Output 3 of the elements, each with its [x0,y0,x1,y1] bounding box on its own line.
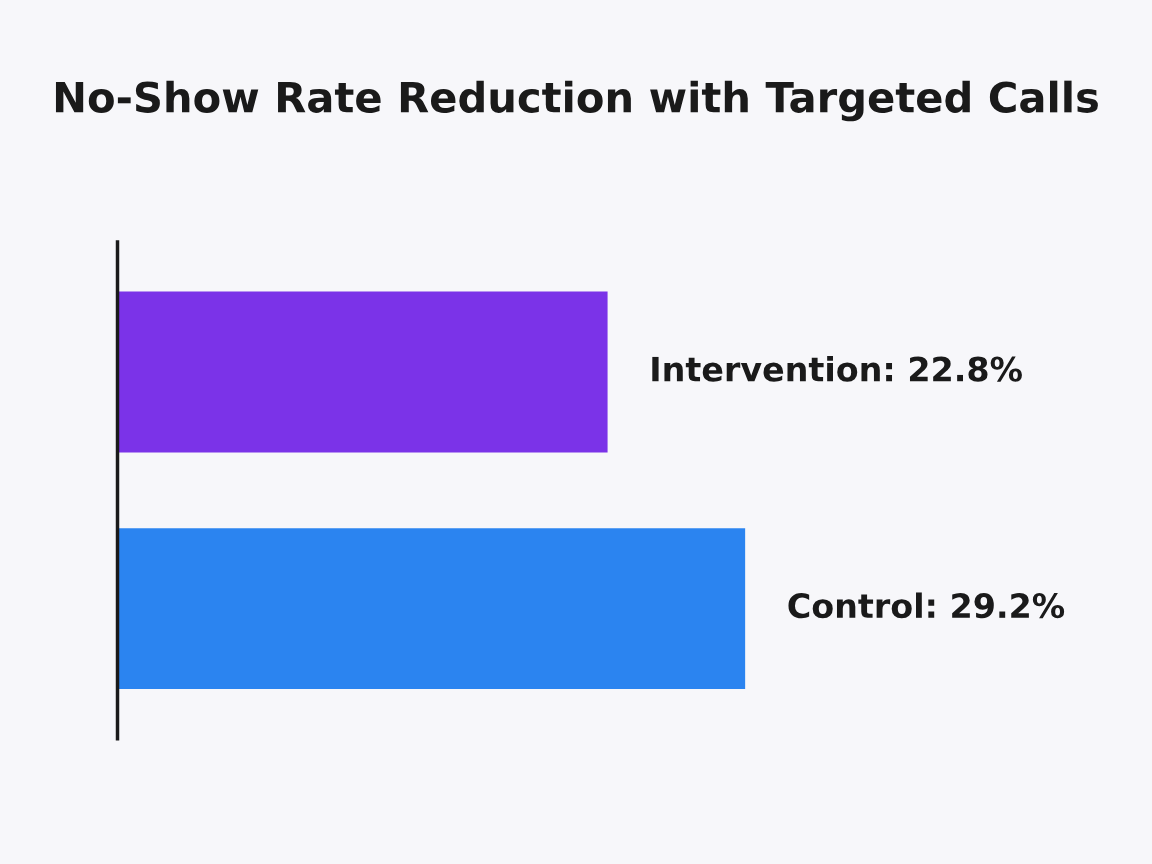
chart-title: No-Show Rate Reduction with Targeted Calls [55,80,1098,122]
data-label: Intervention: 22.8% [652,355,1022,382]
data-label: Control: 29.2% [788,592,1065,619]
